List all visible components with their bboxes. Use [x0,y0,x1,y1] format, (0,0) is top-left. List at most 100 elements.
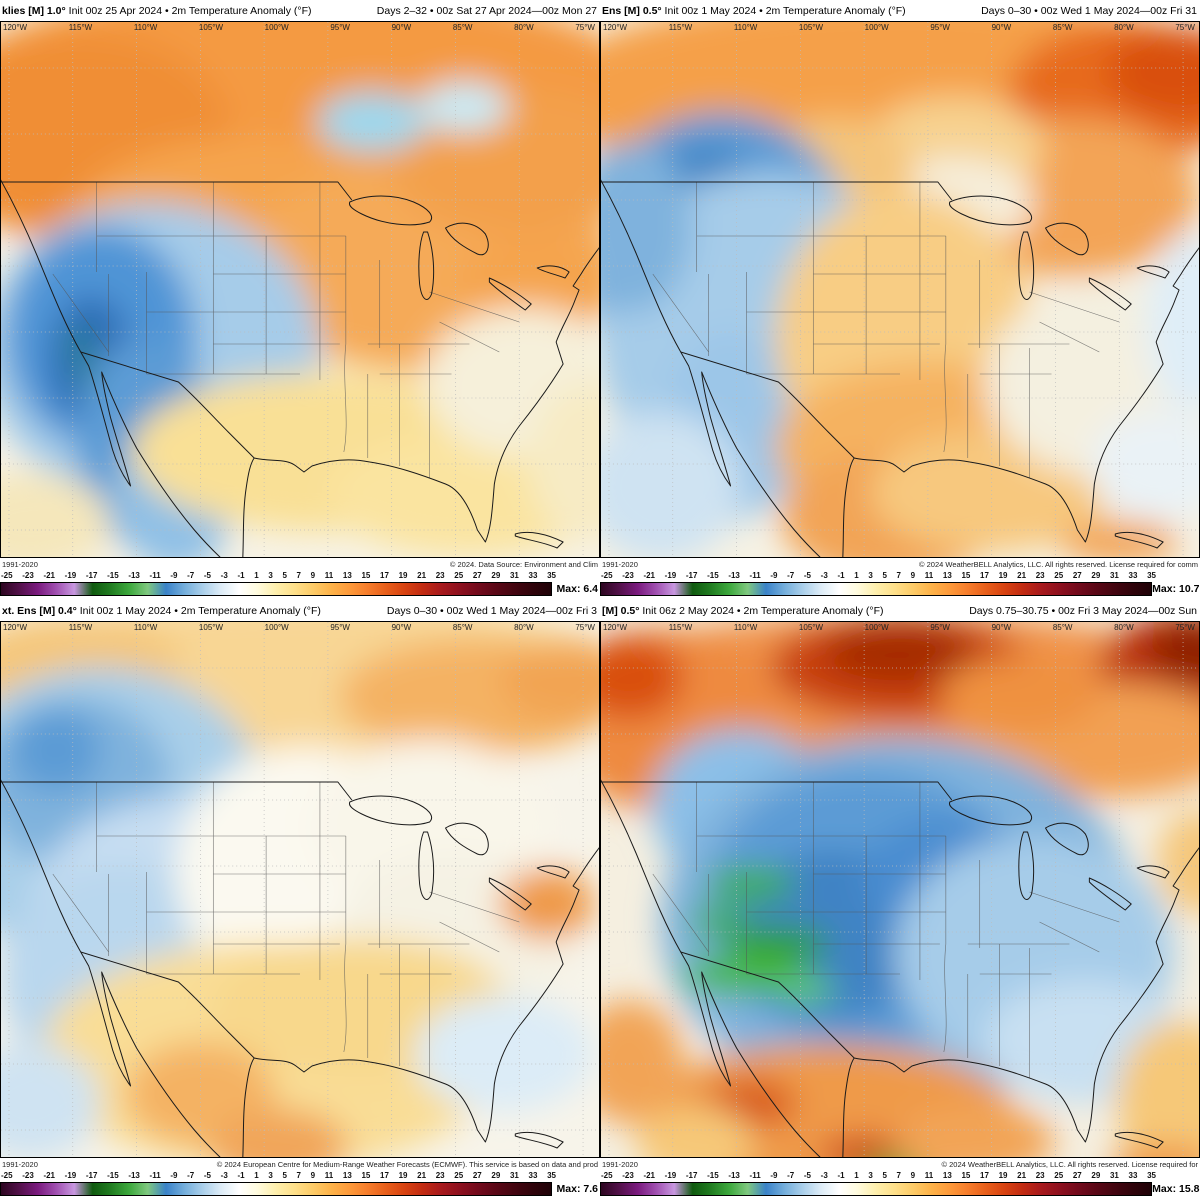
colorbar-tick: -5 [803,570,811,580]
colorbar-tick: 27 [1072,1170,1082,1180]
panel-header: xt. Ens [M] 0.4° Init 00z 1 May 2024 • 2… [0,600,600,621]
panel-top-right: Ens [M] 0.5° Init 00z 1 May 2024 • 2m Te… [600,0,1200,600]
colorbar-tick: 19 [398,570,408,580]
colorbar-tick: 9 [910,570,916,580]
colorbar-tick: -3 [820,570,828,580]
colorbar-tick: 17 [380,1170,389,1180]
panel-header: [M] 0.5° Init 06z 2 May 2024 • 2m Temper… [600,600,1200,621]
colorbar-tick: -23 [622,1170,634,1180]
colorbar-tick: 11 [924,570,934,580]
colorbar-tick: 33 [1128,1170,1138,1180]
colorbar-row: Max: 15.8 [600,1180,1200,1200]
colorbar-tick: -17 [85,1170,98,1180]
colorbar-ticks: -25 -23 -21 -19 -17 -15 -13 -11 -9 -7 -5 -3 -1 1 3 5 7 9 1… [600,1170,1156,1180]
copyright-text: © 2024 WeatherBELL Analytics, LLC. All r… [941,1159,1199,1169]
colorbar-tick: -9 [770,570,778,580]
colorbar-tick: 19 [998,570,1008,580]
map-area: 120°W 115°W 110°W 105°W 100°W 95°W 90°W 85°W 80°… [0,21,600,558]
max-value: Max: 6.4 [556,583,598,595]
colorbar-tick: 29 [491,1170,501,1180]
colorbar-tick: -19 [64,1170,77,1180]
anomaly-map [1,22,599,557]
colorbar-tick: -3 [220,1170,228,1180]
colorbar-tick: -17 [685,570,698,580]
colorbar-tick: 31 [1109,1170,1119,1180]
colorbar-tick: 35 [1147,570,1156,580]
colorbar-tick: 3 [868,570,873,580]
colorbar-tick: -15 [107,1170,119,1180]
colorbar-gradient [600,1182,1153,1196]
colorbar-tick: -15 [707,570,719,580]
colorbar-tick: -1 [237,570,245,580]
anomaly-field [601,22,1199,557]
colorbar-tick: 25 [1054,1170,1064,1180]
colorbar-tick: -19 [64,570,77,580]
colorbar-tick: 23 [1035,1170,1045,1180]
colorbar-tick: -25 [601,570,613,580]
colorbar-tick: 33 [528,1170,538,1180]
colorbar-tick: 11 [924,1170,934,1180]
colorbar-gradient [600,582,1153,596]
colorbar-tick: 25 [454,1170,464,1180]
colorbar-tick: -5 [803,1170,811,1180]
colorbar-tick: 29 [1091,570,1101,580]
anomaly-map [601,22,1199,557]
colorbar-tick: -23 [22,1170,34,1180]
colorbar-tick: -25 [601,1170,613,1180]
colorbar-tick: 21 [1017,570,1027,580]
colorbar-tick: 35 [547,570,556,580]
colorbar-tick: 7 [296,1170,301,1180]
colorbar-row: Max: 10.7 [600,580,1200,600]
colorbar-tick: 19 [398,1170,408,1180]
colorbar-row: Max: 6.4 [0,580,600,600]
colorbar-tick: 15 [961,570,971,580]
attribution-line: 1991-2020 © 2024 WeatherBELL Analytics, … [600,558,1200,570]
colorbar-tick: -21 [643,570,655,580]
panel-bottom-left: xt. Ens [M] 0.4° Init 00z 1 May 2024 • 2… [0,600,600,1200]
colorbar-tick: -17 [85,570,98,580]
panel-bottom-right: [M] 0.5° Init 06z 2 May 2024 • 2m Temper… [600,600,1200,1200]
colorbar-tick: -25 [1,1170,13,1180]
colorbar-ticks: -25 -23 -21 -19 -17 -15 -13 -11 -9 -7 -5 -3 -1 1 3 5 7 9 1… [0,570,556,580]
model-name: Ens [M] 0.5° [602,5,662,17]
map-title: Ens [M] 0.5° Init 00z 1 May 2024 • 2m Te… [602,5,906,17]
copyright-text: © 2024 WeatherBELL Analytics, LLC. All r… [919,559,1198,569]
colorbar-tick: 35 [1147,1170,1156,1180]
colorbar-gradient [0,1182,553,1196]
colorbar-tick: 23 [435,1170,445,1180]
model-name: klies [M] 1.0° [2,5,66,17]
colorbar-tick: 5 [882,1170,887,1180]
colorbar-tick: -11 [149,1170,161,1180]
colorbar-tick: 1 [254,570,259,580]
colorbar-tick: 7 [896,570,901,580]
climatology-label: 1991-2020 [2,1159,38,1169]
anomaly-field [1,622,599,1157]
colorbar-tick: 11 [324,570,334,580]
colorbar-tick: -15 [107,570,119,580]
colorbar-tick: 5 [882,570,887,580]
attribution-line: 1991-2020 © 2024 WeatherBELL Analytics, … [600,1158,1200,1170]
colorbar-tick: 19 [998,1170,1008,1180]
colorbar-tick: -7 [187,570,195,580]
colorbar-tick: -19 [664,1170,677,1180]
map-title: xt. Ens [M] 0.4° Init 00z 1 May 2024 • 2… [2,605,321,617]
colorbar-tick: 9 [310,570,316,580]
colorbar-tick: 33 [528,570,538,580]
colorbar-tick: 1 [854,570,859,580]
colorbar-tick: 33 [1128,570,1138,580]
colorbar-tick: -7 [787,1170,795,1180]
colorbar-tick: 25 [1054,570,1064,580]
valid-period: Days 0.75–30.75 • 00z Fri 3 May 2024—00z… [969,605,1197,617]
colorbar-tick: -5 [203,1170,211,1180]
colorbar-tick: 5 [282,570,287,580]
anomaly-map [1,622,599,1157]
colorbar-tick: 13 [342,1170,352,1180]
copyright-text: © 2024 European Centre for Medium-Range … [216,1159,598,1169]
colorbar-tick: 1 [854,1170,859,1180]
colorbar-tick: 7 [296,570,301,580]
climatology-label: 1991-2020 [602,1159,638,1169]
colorbar-tick: -1 [237,1170,245,1180]
colorbar-tick: 31 [1109,570,1119,580]
map-area: 120°W 115°W 110°W 105°W 100°W 95°W 90°W 85°W 80°… [600,21,1200,558]
colorbar-ticks: -25 -23 -21 -19 -17 -15 -13 -11 -9 -7 -5 -3 -1 1 3 5 7 9 1… [0,1170,556,1180]
